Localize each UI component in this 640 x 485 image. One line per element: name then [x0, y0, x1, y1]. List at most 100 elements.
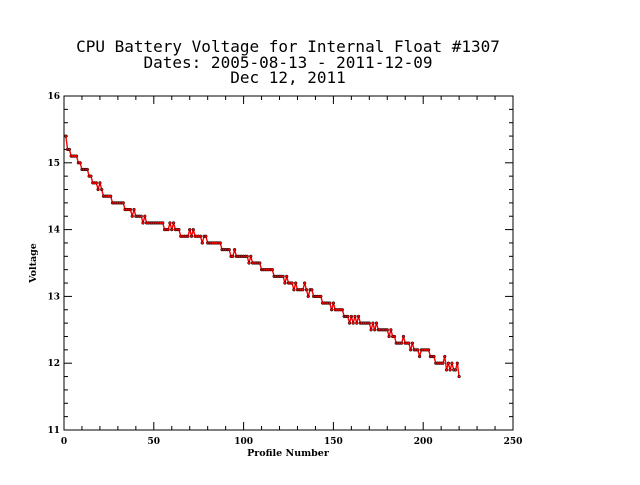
data-point	[432, 354, 436, 359]
data-point	[78, 161, 82, 165]
data-point	[329, 308, 334, 312]
data-point	[355, 321, 359, 325]
data-point	[340, 308, 345, 312]
data-point	[371, 321, 375, 325]
x-tick-label: 50	[148, 437, 161, 447]
data-point	[407, 341, 411, 345]
data-point	[301, 288, 305, 292]
data-point	[351, 321, 355, 325]
data-point	[166, 227, 170, 232]
data-point	[232, 247, 237, 252]
title-line-1: CPU Battery Voltage for Internal Float #…	[76, 37, 500, 56]
data-point	[171, 221, 176, 225]
data-point	[392, 334, 397, 339]
data-point	[310, 288, 314, 292]
data-point	[96, 187, 100, 192]
data-point	[130, 214, 134, 218]
data-point	[450, 361, 454, 365]
data-point	[283, 281, 287, 285]
data-point	[367, 321, 371, 325]
data-point	[218, 241, 222, 245]
data-point	[198, 234, 203, 238]
x-axis-label: Profile Number	[247, 448, 330, 459]
data-point	[374, 321, 379, 325]
data-point	[186, 234, 190, 238]
data-point	[453, 368, 458, 372]
x-tick-label: 100	[234, 437, 253, 447]
data-point	[247, 261, 251, 265]
data-point	[346, 314, 350, 319]
data-point	[64, 134, 68, 138]
data-point	[270, 268, 274, 272]
data-point	[457, 374, 461, 379]
data-point	[389, 328, 393, 332]
y-tick-labels: 11 12 13 14 15 16	[47, 92, 60, 436]
data-point	[132, 207, 136, 212]
data-point	[294, 281, 298, 285]
data-point	[303, 281, 307, 285]
data-point	[444, 368, 449, 372]
data-point	[191, 227, 195, 232]
data-point	[74, 154, 79, 158]
x-tick-labels: 0 50 100 150 200 250	[61, 437, 523, 447]
data-point	[139, 214, 143, 218]
data-point	[200, 241, 204, 245]
data-point	[204, 234, 208, 238]
chart-title: CPU Battery Voltage for Internal Float #…	[76, 37, 500, 87]
data-point	[306, 294, 310, 299]
data-point	[128, 207, 133, 212]
y-axis-label: Voltage	[28, 243, 39, 284]
data-point	[416, 348, 420, 352]
data-point	[387, 334, 391, 339]
data-point	[353, 314, 357, 319]
y-tick-label: 14	[47, 226, 60, 236]
data-point	[347, 321, 352, 325]
data-point	[331, 301, 336, 305]
data-point	[319, 294, 323, 299]
data-point	[373, 328, 377, 332]
axis-ticks	[63, 95, 514, 431]
data-point	[349, 314, 354, 319]
x-tick-label: 150	[324, 437, 343, 447]
x-tick-label: 0	[61, 437, 67, 447]
data-point	[143, 214, 147, 218]
data-point	[443, 354, 447, 359]
data-point	[292, 288, 296, 292]
data-point	[85, 167, 89, 172]
data-point	[67, 147, 72, 152]
x-tick-label: 250	[504, 437, 523, 447]
data-point	[448, 368, 452, 372]
y-tick-label: 16	[47, 92, 60, 102]
data-point	[100, 187, 104, 192]
y-tick-label: 15	[47, 159, 60, 169]
data-point	[400, 341, 404, 345]
data-point	[369, 328, 373, 332]
data-point	[231, 254, 235, 258]
data-point	[177, 227, 181, 232]
data-point	[121, 201, 125, 205]
data-point	[170, 227, 174, 232]
data-point	[89, 174, 93, 178]
data-point	[401, 334, 406, 339]
data-point	[426, 348, 431, 352]
data-point	[258, 261, 262, 265]
data-point	[109, 194, 113, 198]
y-tick-label: 13	[47, 292, 60, 302]
data-point	[356, 314, 361, 319]
data-point	[410, 341, 415, 345]
data-point	[304, 288, 309, 292]
data-point	[141, 221, 145, 225]
data-point	[161, 221, 165, 225]
series-voltage	[64, 134, 461, 379]
data-point	[408, 348, 413, 352]
y-tick-label: 11	[47, 426, 60, 436]
data-point	[446, 361, 450, 365]
data-point	[227, 247, 231, 252]
title-line-2: Dates: 2005-08-13 - 2011-12-09	[144, 53, 433, 72]
data-point	[285, 274, 289, 279]
x-tick-label: 200	[414, 437, 433, 447]
data-point	[441, 361, 445, 365]
series-line	[65, 135, 460, 377]
